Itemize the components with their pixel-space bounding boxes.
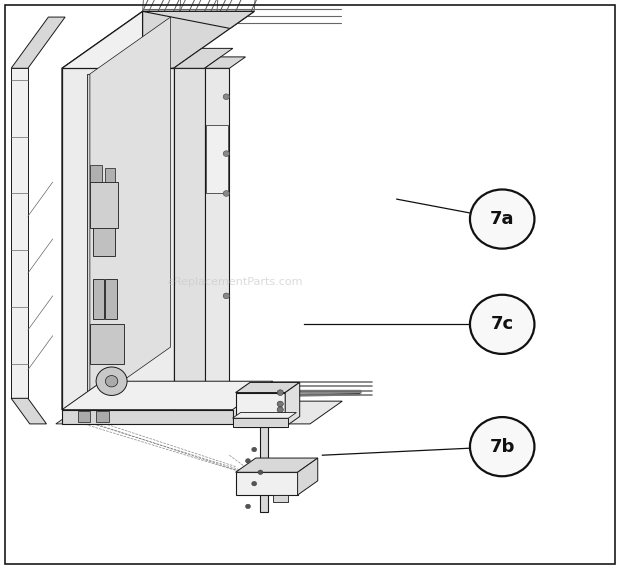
Polygon shape bbox=[143, 11, 254, 28]
Circle shape bbox=[470, 417, 534, 476]
Polygon shape bbox=[236, 458, 317, 472]
Polygon shape bbox=[273, 495, 288, 502]
Text: eReplacementParts.com: eReplacementParts.com bbox=[168, 277, 303, 287]
Polygon shape bbox=[78, 411, 90, 422]
Polygon shape bbox=[93, 222, 115, 256]
Polygon shape bbox=[62, 381, 273, 410]
Polygon shape bbox=[105, 168, 115, 182]
Polygon shape bbox=[105, 279, 117, 319]
Polygon shape bbox=[260, 427, 268, 512]
Circle shape bbox=[470, 189, 534, 249]
Polygon shape bbox=[90, 182, 118, 228]
Circle shape bbox=[246, 504, 250, 509]
Polygon shape bbox=[298, 458, 317, 495]
Circle shape bbox=[252, 481, 257, 486]
Polygon shape bbox=[174, 68, 205, 410]
Circle shape bbox=[223, 191, 229, 196]
Circle shape bbox=[252, 447, 257, 452]
Polygon shape bbox=[260, 424, 272, 427]
Polygon shape bbox=[232, 418, 288, 427]
Circle shape bbox=[277, 407, 283, 413]
Circle shape bbox=[277, 418, 283, 424]
Polygon shape bbox=[11, 68, 28, 398]
Circle shape bbox=[223, 151, 229, 156]
Polygon shape bbox=[56, 401, 94, 424]
Circle shape bbox=[96, 367, 127, 395]
Polygon shape bbox=[11, 17, 65, 68]
Circle shape bbox=[277, 390, 283, 395]
Text: 7a: 7a bbox=[490, 210, 515, 228]
Polygon shape bbox=[232, 413, 296, 418]
Polygon shape bbox=[62, 68, 174, 410]
Polygon shape bbox=[236, 393, 285, 427]
Polygon shape bbox=[90, 165, 102, 182]
Polygon shape bbox=[62, 410, 232, 424]
Polygon shape bbox=[62, 11, 143, 410]
Polygon shape bbox=[90, 324, 124, 364]
Polygon shape bbox=[285, 382, 299, 427]
Polygon shape bbox=[174, 48, 233, 68]
Polygon shape bbox=[90, 17, 170, 404]
Circle shape bbox=[105, 376, 118, 387]
Polygon shape bbox=[236, 472, 298, 495]
Polygon shape bbox=[62, 11, 254, 68]
Text: 7c: 7c bbox=[490, 315, 514, 333]
Circle shape bbox=[246, 459, 250, 463]
Polygon shape bbox=[62, 401, 342, 424]
Polygon shape bbox=[236, 382, 299, 393]
Circle shape bbox=[277, 401, 283, 407]
Text: 7b: 7b bbox=[490, 438, 515, 456]
Circle shape bbox=[470, 295, 534, 354]
Polygon shape bbox=[205, 57, 246, 68]
Polygon shape bbox=[87, 74, 90, 404]
Polygon shape bbox=[96, 411, 108, 422]
Polygon shape bbox=[93, 279, 104, 319]
Polygon shape bbox=[206, 125, 228, 193]
Polygon shape bbox=[205, 68, 229, 410]
Circle shape bbox=[223, 94, 229, 100]
Polygon shape bbox=[11, 398, 46, 424]
Circle shape bbox=[258, 470, 263, 475]
Circle shape bbox=[223, 293, 229, 299]
